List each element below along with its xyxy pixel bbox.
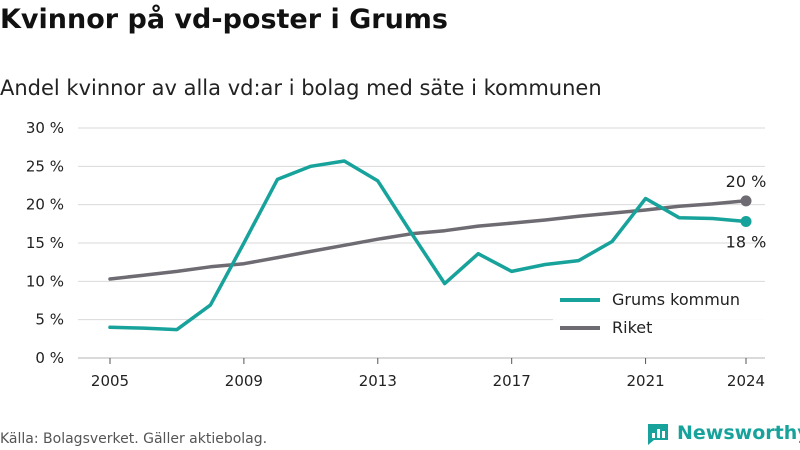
x-tick-label: 2013 <box>359 372 397 390</box>
x-tick-label: 2017 <box>493 372 531 390</box>
line-chart: 0 % 5 % 10 % 15 % 20 % 25 % 30 % 2005 2009 2013 20… <box>26 119 767 390</box>
legend-box <box>553 285 765 343</box>
axes: 0 % 5 % 10 % 15 % 20 % 25 % 30 % 2005 2009 2013 20… <box>26 119 765 390</box>
y-tick-label: 5 % <box>35 311 64 329</box>
y-tick-label: 15 % <box>26 234 64 252</box>
series-end-label: 20 % <box>726 172 767 191</box>
y-tick-label: 20 % <box>26 196 64 214</box>
y-tick-label: 0 % <box>35 349 64 367</box>
x-tick-label: 2021 <box>626 372 664 390</box>
y-tick-label: 30 % <box>26 119 64 137</box>
x-tick-label: 2005 <box>91 372 129 390</box>
y-tick-label: 10 % <box>26 272 64 290</box>
series-line <box>108 199 748 281</box>
legend-label: Riket <box>612 318 652 337</box>
series-end-marker <box>740 195 752 207</box>
chart-title: Kvinnor på vd-poster i Grums <box>0 4 449 35</box>
newsworthy-logo-icon <box>648 424 668 445</box>
y-tick-label: 25 % <box>26 157 64 175</box>
brand-name: Newsworthy <box>677 422 800 444</box>
x-tick-label: 2024 <box>727 372 765 390</box>
series-lines <box>108 159 748 332</box>
chart-subtitle: Andel kvinnor av alla vd:ar i bolag med … <box>0 76 602 100</box>
x-tick-label: 2009 <box>225 372 263 390</box>
end-labels: 18 % 20 % <box>726 172 767 252</box>
series-end-marker <box>740 216 752 228</box>
brand-logo: Newsworthy <box>645 419 800 447</box>
legend-label: Grums kommun <box>612 290 740 309</box>
source-note: Källa: Bolagsverket. Gäller aktiebolag. <box>0 431 268 447</box>
series-end-label: 18 % <box>726 233 767 252</box>
series-line <box>108 159 748 332</box>
gridlines <box>78 127 765 359</box>
legend: Grums kommun Riket <box>553 285 765 343</box>
